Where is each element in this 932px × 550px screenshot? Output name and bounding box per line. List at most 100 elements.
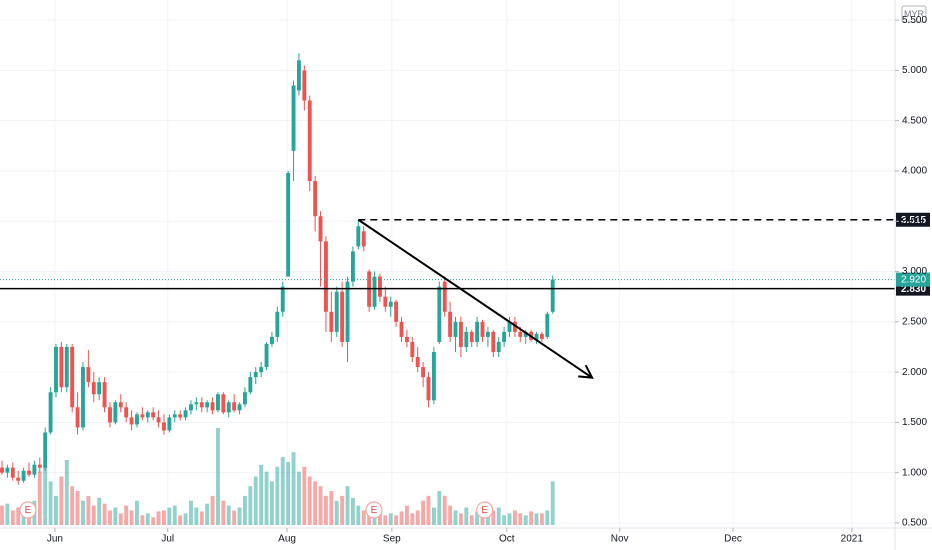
candle-body [372, 276, 377, 307]
volume-layer [0, 428, 555, 525]
candle-body [10, 467, 15, 478]
volume-bar [350, 497, 355, 525]
candle-body [151, 412, 156, 418]
volume-bar [70, 486, 75, 525]
volume-bar [124, 505, 129, 525]
y-tick-label: 1.500 [902, 417, 927, 428]
volume-bar [431, 507, 436, 525]
y-tick-label: 5.500 [902, 15, 927, 26]
x-tick-label: Oct [499, 534, 515, 545]
volume-bar [16, 507, 21, 525]
volume-bar [307, 476, 312, 525]
volume-bar [302, 466, 307, 525]
candle-body [313, 181, 318, 217]
x-tick-label: Aug [278, 534, 296, 545]
volume-bar [210, 495, 215, 525]
volume-bar [86, 495, 91, 525]
candle-body [86, 367, 91, 383]
volume-bar [81, 500, 85, 525]
volume-bar [345, 486, 350, 525]
volume-bar [194, 507, 199, 525]
candle-body [485, 331, 490, 337]
candle-body [404, 336, 409, 342]
candle-body [502, 331, 507, 342]
candle-body [448, 311, 453, 337]
last-price-box [896, 272, 930, 287]
candle-body [518, 331, 523, 337]
candle-body [431, 352, 436, 401]
volume-bar [485, 513, 490, 525]
volume-bar [205, 503, 210, 525]
volume-bar [394, 515, 399, 525]
x-tick-label: Sep [383, 534, 401, 545]
volume-bar [496, 507, 501, 525]
candle-body [129, 417, 134, 425]
candle-body [491, 331, 496, 352]
candle-body [383, 296, 388, 307]
candle-body [426, 377, 431, 401]
volume-bar [415, 510, 420, 525]
volume-bar [226, 505, 231, 525]
candle-body [264, 343, 269, 368]
candle-body [539, 333, 544, 339]
candle-body [97, 382, 102, 395]
y-tick-label: 4.000 [902, 166, 927, 177]
volume-bar [280, 457, 285, 525]
volume-bar [421, 500, 426, 525]
volume-bar [172, 505, 177, 525]
candle-body [259, 367, 264, 373]
volume-bar [270, 481, 274, 525]
candle-body [167, 417, 172, 431]
y-tick-label: 2.000 [902, 367, 927, 378]
candle-body [356, 226, 361, 247]
candle-body [48, 392, 53, 433]
volume-bar [151, 517, 156, 525]
candle-body [297, 60, 301, 91]
candle-body [199, 402, 204, 408]
volume-bar [102, 503, 107, 525]
candle-body [361, 231, 366, 247]
candle-body [43, 432, 48, 468]
candle-body [237, 404, 242, 411]
candle-body [496, 341, 501, 352]
candle-body [410, 341, 415, 358]
volume-bar [448, 505, 453, 525]
volume-bar [75, 491, 80, 525]
candle-body [550, 279, 555, 312]
volume-bar [404, 505, 409, 525]
volume-bar [291, 452, 296, 525]
volume-bar [37, 471, 42, 525]
volume-bar [199, 511, 204, 525]
volume-bar [21, 513, 26, 525]
volume-bar [243, 495, 247, 525]
candle-body [545, 313, 550, 337]
candle-body [253, 372, 258, 378]
candle-body [232, 402, 237, 411]
x-tick-label: Jul [161, 534, 174, 545]
candle-body [421, 367, 426, 378]
volume-bar [221, 500, 226, 525]
candle-body [307, 100, 312, 182]
volume-bar [458, 513, 463, 525]
candle-body [248, 377, 253, 393]
volume-bar [523, 515, 528, 525]
candle-body [350, 251, 355, 282]
currency-box [901, 5, 927, 23]
volume-bar [178, 515, 183, 525]
candle-layer [0, 53, 555, 485]
volume-bar [135, 500, 139, 525]
y-tick-label: 3.500 [902, 216, 927, 227]
level-label: 3.515 [901, 215, 926, 226]
candle-body [0, 467, 4, 473]
volume-bar [313, 481, 318, 525]
candle-body [399, 321, 404, 337]
candle-body [64, 346, 69, 388]
candle-body [340, 291, 345, 342]
candle-body [75, 407, 80, 428]
earnings-label: E [25, 505, 32, 516]
candle-body [210, 402, 215, 411]
candle-body [280, 286, 285, 312]
earnings-label: E [371, 505, 378, 516]
